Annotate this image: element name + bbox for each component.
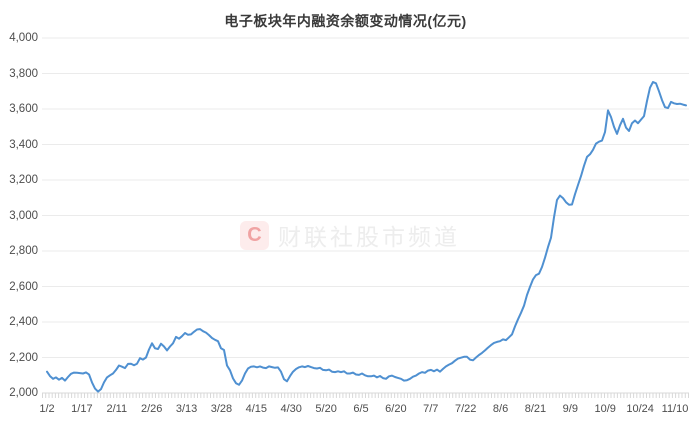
y-tick-label: 4,000 (9, 32, 38, 44)
y-tick-label: 2,000 (9, 387, 38, 399)
x-tick-label: 6/20 (385, 403, 407, 415)
x-tick-label: 3/13 (175, 403, 198, 415)
x-tick-label: 11/10 (661, 403, 689, 415)
x-tick-label: 8/21 (524, 403, 547, 415)
y-tick-label: 3,600 (9, 103, 38, 115)
x-tick-label: 7/7 (423, 403, 439, 415)
x-tick-label: 9/9 (562, 403, 578, 415)
x-tick-label: 7/22 (454, 403, 477, 415)
y-tick-label: 2,400 (9, 316, 38, 328)
x-tick-label: 1/17 (71, 403, 93, 415)
x-tick-label: 4/15 (245, 403, 268, 415)
x-tick-label: 1/2 (39, 403, 55, 415)
y-tick-label: 3,200 (9, 174, 38, 186)
x-tick-label: 3/28 (210, 403, 233, 415)
x-tick-label: 5/20 (315, 403, 337, 415)
y-tick-label: 2,800 (9, 245, 38, 257)
x-tick-label: 2/26 (140, 403, 163, 415)
x-tick-label: 6/5 (353, 403, 369, 415)
y-tick-label: 2,600 (9, 280, 38, 293)
x-tick-label: 10/24 (626, 403, 654, 415)
x-tick-label: 2/11 (106, 403, 128, 415)
y-tick-label: 3,400 (9, 138, 38, 151)
x-tick-label: 10/9 (594, 403, 616, 415)
data-line-series (46, 81, 687, 393)
y-tick-label: 3,800 (9, 67, 38, 80)
x-tick-label: 8/6 (492, 403, 509, 415)
chart-title: 电子板块年内融资余额变动情况(亿元) (224, 13, 467, 29)
x-tick-label: 4/30 (280, 403, 302, 415)
y-tick-label: 3,000 (9, 209, 38, 222)
x-axis-ticks (42, 393, 689, 398)
y-tick-label: 2,200 (9, 351, 38, 364)
